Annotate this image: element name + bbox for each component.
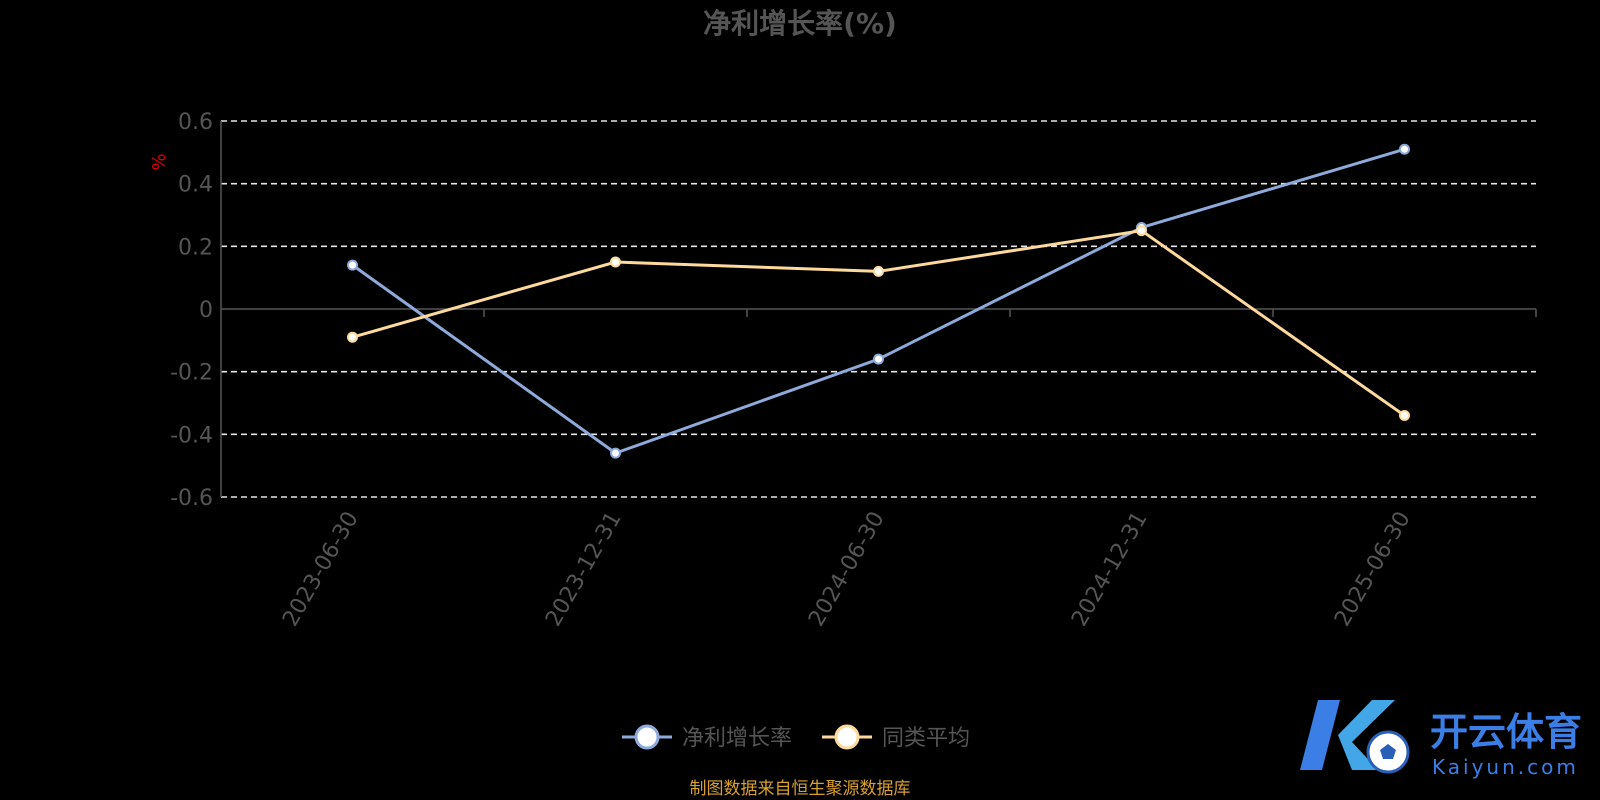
watermark-logo: 开云体育 Kaiyun.com [1300, 700, 1582, 779]
chart-title: 净利增长率(%) [703, 7, 897, 40]
y-axis-ticks: 0.6 0.4 0.2 0 -0.2 -0.4 -0.6 [170, 110, 213, 511]
x-tick-label: 2023-12-31 [541, 508, 627, 631]
x-axis-ticks: 2023-06-30 2023-12-31 2024-06-30 2024-12-31… [278, 508, 1416, 631]
series-layer [347, 143, 1410, 459]
series-0 [347, 143, 1410, 459]
y-tick-label: -0.2 [170, 361, 213, 386]
x-tick-label: 2024-12-31 [1067, 508, 1153, 631]
watermark-brand: 开云体育 [1430, 710, 1582, 754]
watermark-k-mark [1300, 700, 1340, 770]
y-tick-label: -0.4 [170, 423, 213, 448]
y-axis-unit-label: % [149, 153, 170, 170]
y-tick-label: 0.6 [178, 110, 213, 135]
legend[interactable]: 净利增长率 同类平均 [622, 724, 970, 751]
data-point[interactable] [347, 259, 358, 271]
data-point[interactable] [1136, 225, 1147, 237]
series-line [352, 229, 1406, 417]
legend-marker [634, 724, 660, 750]
legend-item-0[interactable]: 净利增长率 [622, 724, 792, 751]
data-point[interactable] [1399, 143, 1410, 155]
grid-lines [221, 120, 1536, 498]
data-point[interactable] [873, 353, 884, 365]
y-tick-label: 0.4 [178, 173, 213, 198]
x-tick-label: 2024-06-30 [804, 508, 890, 631]
data-point[interactable] [1399, 410, 1410, 422]
data-point[interactable] [347, 331, 358, 343]
data-point[interactable] [610, 256, 621, 268]
series-line [351, 147, 1405, 455]
legend-label: 净利增长率 [682, 726, 792, 751]
data-point[interactable] [873, 265, 884, 277]
legend-label: 同类平均 [882, 726, 970, 751]
y-tick-label: 0 [199, 298, 213, 323]
source-note: 制图数据来自恒生聚源数据库 [690, 779, 911, 799]
watermark-domain: Kaiyun.com [1432, 755, 1579, 779]
y-tick-label: -0.6 [170, 486, 213, 511]
data-point[interactable] [610, 447, 621, 459]
x-tick-label: 2025-06-30 [1330, 508, 1416, 631]
series-1 [347, 225, 1410, 422]
x-tick-label: 2023-06-30 [278, 508, 364, 631]
axes [220, 121, 1537, 497]
legend-item-1[interactable]: 同类平均 [822, 724, 970, 751]
legend-marker [834, 724, 860, 750]
y-tick-label: 0.2 [178, 235, 213, 260]
